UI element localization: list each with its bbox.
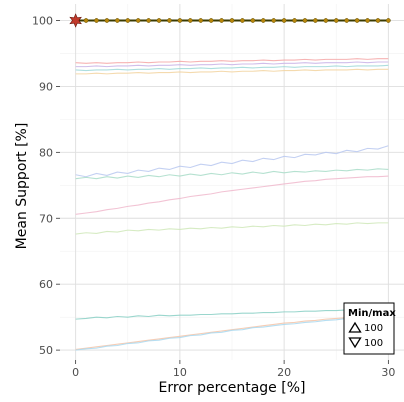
highlight-point — [114, 18, 120, 23]
legend-entry-label-min: 100 — [364, 338, 383, 349]
highlight-point — [375, 18, 381, 23]
series-line-2 — [75, 61, 389, 68]
highlight-point — [354, 18, 360, 23]
highlight-point — [240, 18, 245, 23]
y-tick-label: 70 — [39, 212, 53, 225]
x-tick-label: 0 — [72, 366, 79, 379]
x-tick-label: 10 — [173, 366, 187, 379]
series-line-8 — [75, 222, 389, 235]
highlight-point — [386, 18, 391, 23]
series-line-9 — [75, 308, 389, 320]
series-line-3 — [75, 64, 389, 72]
highlight-point — [208, 18, 214, 23]
legend-entry-label-max: 100 — [364, 323, 383, 334]
x-tick-label: 30 — [381, 366, 395, 379]
triangle-up-icon — [348, 321, 362, 333]
highlight-point — [94, 18, 99, 23]
highlight-point — [333, 18, 339, 23]
legend-title: Min/max — [348, 308, 396, 319]
series-line-10 — [75, 314, 389, 350]
y-tick-label: 90 — [39, 80, 53, 93]
star-marker — [69, 13, 82, 28]
highlight-point — [323, 18, 329, 23]
y-axis-title: Mean Support [%] — [14, 123, 30, 250]
highlight-point — [229, 18, 235, 23]
highlight-point — [187, 18, 193, 23]
highlight-point — [146, 18, 151, 23]
highlight-point — [250, 18, 256, 23]
series-line-7 — [75, 175, 389, 215]
highlight-point — [135, 18, 141, 23]
x-axis-title: Error percentage [%] — [159, 380, 306, 396]
triangle-down-icon — [348, 337, 362, 349]
highlight-series-layer — [69, 13, 391, 28]
series-line-1 — [75, 58, 389, 64]
x-tick-label: 20 — [277, 366, 291, 379]
y-tick-label: 50 — [39, 344, 53, 357]
series-line-4 — [75, 68, 389, 75]
series-line-11 — [75, 315, 389, 351]
series-line-5 — [75, 145, 389, 178]
highlight-point — [281, 18, 287, 23]
legend: Min/max 100 100 — [343, 302, 396, 355]
highlight-point — [260, 18, 266, 23]
series-layer — [75, 58, 389, 351]
highlight-point — [167, 18, 172, 23]
highlight-point — [198, 18, 204, 23]
highlight-point — [219, 18, 224, 23]
highlight-point — [292, 18, 297, 23]
highlight-point — [104, 18, 110, 23]
highlight-point — [313, 18, 318, 23]
y-tick-label: 80 — [39, 146, 53, 159]
highlight-point — [83, 18, 89, 23]
highlight-point — [302, 18, 308, 23]
y-tick-label: 100 — [32, 14, 53, 27]
y-tick-label: 60 — [39, 278, 53, 291]
highlight-point — [125, 18, 131, 23]
series-line-6 — [75, 168, 389, 180]
highlight-point — [271, 18, 277, 23]
minor-gridlines — [60, 4, 404, 360]
highlight-point — [365, 18, 370, 23]
highlight-point — [344, 18, 350, 23]
highlight-point — [156, 18, 162, 23]
highlight-point — [177, 18, 183, 23]
axes-layer: 0 10 20 30 50 60 70 80 90 100 — [32, 14, 395, 379]
